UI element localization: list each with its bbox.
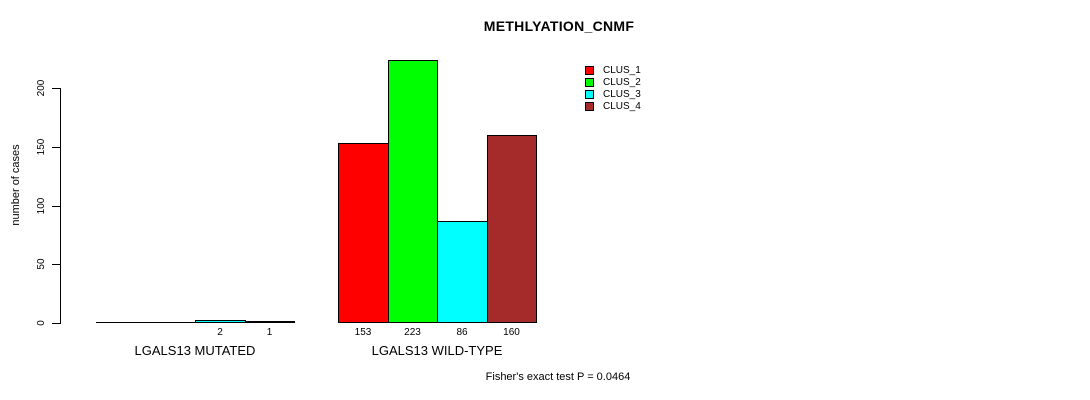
- group-label: LGALS13 WILD-TYPE: [371, 343, 503, 358]
- bar-value-label: 86: [456, 327, 468, 338]
- bar-clus_3: [437, 221, 488, 323]
- footnote-fisher-test: Fisher's exact test P = 0.0464: [485, 371, 631, 383]
- bar-value-label: 223: [404, 327, 421, 338]
- bar-clus_3: [195, 320, 246, 323]
- y-tick-label: 50: [36, 258, 47, 270]
- legend-label-clus_3: CLUS_3: [603, 89, 641, 100]
- bar-clus_4: [487, 135, 537, 323]
- y-axis-tick: [52, 323, 60, 324]
- legend-swatch-clus_1: [585, 66, 594, 75]
- legend-label-clus_2: CLUS_2: [603, 77, 641, 88]
- chart-title: METHLYATION_CNMF: [483, 18, 635, 34]
- bar-value-label: 153: [354, 327, 372, 338]
- legend-label-clus_1: CLUS_1: [603, 65, 641, 76]
- legend-swatch-clus_4: [585, 102, 594, 111]
- bar-zero-line: [146, 322, 196, 323]
- y-axis-tick: [52, 147, 60, 148]
- y-tick-label: 200: [36, 79, 47, 97]
- bar-clus_4: [245, 321, 295, 323]
- group-label: LGALS13 MUTATED: [134, 343, 256, 358]
- y-axis-tick: [52, 264, 60, 265]
- legend-label-clus_4: CLUS_4: [603, 101, 641, 112]
- y-tick-label: 150: [36, 138, 47, 156]
- bar-clus_2: [388, 60, 438, 323]
- bar-value-label: 2: [217, 327, 223, 338]
- bar-clus_1: [338, 143, 389, 323]
- y-axis-tick: [52, 206, 60, 207]
- bar-value-label: 1: [266, 327, 273, 338]
- legend-swatch-clus_3: [585, 90, 594, 99]
- y-axis-line: [60, 88, 61, 324]
- y-tick-label: 0: [36, 320, 47, 326]
- bar-value-label: 160: [503, 327, 520, 338]
- y-axis-tick: [52, 88, 60, 89]
- legend-swatch-clus_2: [585, 78, 594, 87]
- y-tick-label: 100: [36, 197, 47, 215]
- y-axis-label: number of cases: [10, 144, 22, 226]
- bar-zero-line: [96, 322, 147, 323]
